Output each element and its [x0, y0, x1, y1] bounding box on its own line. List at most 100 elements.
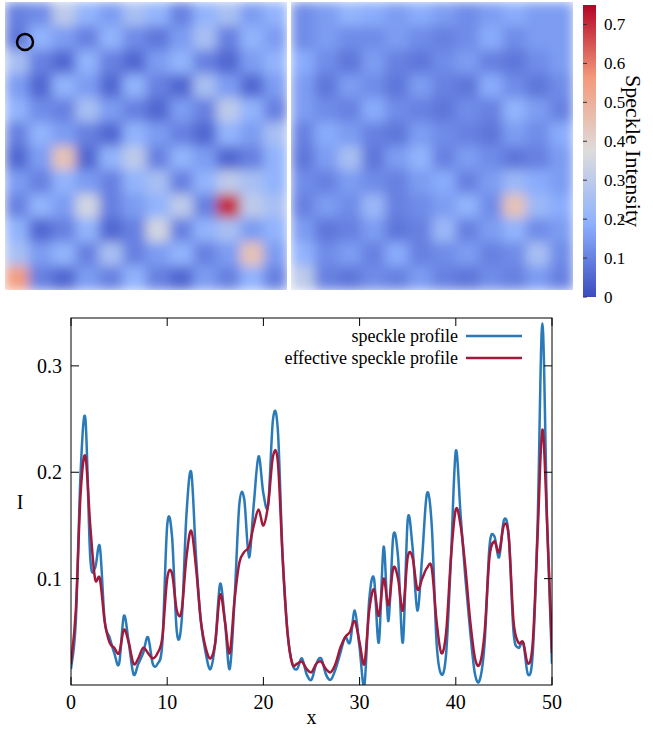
x-tick-label: 50 [542, 691, 562, 713]
colorbar-tick [583, 141, 587, 142]
heat-cell [170, 266, 194, 290]
heat-cell [456, 26, 480, 51]
heat-cell [456, 170, 480, 195]
heat-cell [362, 50, 386, 75]
heat-cell [315, 170, 339, 195]
heat-cell [409, 122, 433, 147]
heat-cell [409, 146, 433, 171]
heat-cell [240, 26, 264, 51]
heat-cell [76, 50, 100, 75]
heat-cell [52, 50, 76, 75]
heat-cell [432, 74, 456, 99]
heat-cell [291, 194, 315, 219]
heat-cell [479, 122, 503, 147]
heat-cell [526, 146, 550, 171]
heat-cell [217, 218, 241, 243]
plot-frame [71, 318, 552, 685]
heat-cell [338, 194, 362, 219]
heat-cell [385, 146, 409, 171]
colorbar-tick-label: 0 [604, 288, 613, 307]
colorbar-tick [583, 219, 587, 220]
heat-cell [550, 266, 574, 290]
y-tick-right [544, 578, 552, 579]
heat-cell [240, 2, 264, 27]
heat-cell [264, 242, 288, 267]
heat-cell [193, 122, 217, 147]
heat-cell [503, 170, 527, 195]
heat-cell [550, 122, 574, 147]
heat-cell [170, 98, 194, 123]
series-line [71, 323, 552, 685]
heat-cell [409, 266, 433, 290]
x-tick-label: 0 [66, 691, 76, 713]
heat-cell [99, 74, 123, 99]
legend: speckle profileeffective speckle profile [284, 326, 522, 368]
heat-cell [479, 26, 503, 51]
heat-cell [315, 74, 339, 99]
heat-cell [315, 2, 339, 27]
heat-cell [76, 26, 100, 51]
heat-cell [217, 50, 241, 75]
heat-cell [362, 122, 386, 147]
x-tick-top [167, 318, 168, 326]
x-tick [71, 677, 72, 685]
heat-cell [409, 194, 433, 219]
x-tick-top [552, 318, 553, 326]
heat-cell [76, 194, 100, 219]
heat-cell [315, 266, 339, 290]
heat-cell [362, 98, 386, 123]
heat-cell [526, 242, 550, 267]
heat-cell [315, 50, 339, 75]
heat-cell [526, 122, 550, 147]
heat-cell [338, 218, 362, 243]
heat-cell [409, 74, 433, 99]
heat-cell [385, 170, 409, 195]
heat-cell [5, 242, 29, 267]
heat-cell [338, 170, 362, 195]
heat-cell [409, 98, 433, 123]
heat-cell [123, 50, 147, 75]
heat-cell [240, 122, 264, 147]
heat-cell [526, 170, 550, 195]
heat-cell [503, 26, 527, 51]
x-axis-label: x [307, 706, 317, 728]
heat-cell [503, 266, 527, 290]
heat-cell [291, 146, 315, 171]
heat-cell [456, 2, 480, 27]
heat-cell [385, 2, 409, 27]
x-tick-label: 20 [253, 691, 273, 713]
heat-cell [76, 98, 100, 123]
heat-cell [385, 26, 409, 51]
heat-cell [123, 26, 147, 51]
heat-cell [409, 2, 433, 27]
heat-cell [240, 242, 264, 267]
heat-cell [432, 146, 456, 171]
heat-cell [315, 26, 339, 51]
heat-cell [264, 146, 288, 171]
heat-cell [264, 194, 288, 219]
heat-cell [76, 74, 100, 99]
heat-cell [338, 266, 362, 290]
legend-label: effective speckle profile [284, 348, 458, 368]
heat-cell [432, 122, 456, 147]
heat-cell [526, 194, 550, 219]
x-tick-label: 10 [157, 691, 177, 713]
heat-cell [456, 122, 480, 147]
heat-cell [193, 146, 217, 171]
heat-cell [315, 146, 339, 171]
x-tick-label: 40 [446, 691, 466, 713]
heat-cell [29, 74, 53, 99]
heat-cell [432, 26, 456, 51]
colorbar-tick [583, 258, 587, 259]
heat-cell [315, 218, 339, 243]
heat-cell [479, 146, 503, 171]
heat-cell [123, 74, 147, 99]
heat-cell [5, 50, 29, 75]
heat-cell [432, 98, 456, 123]
x-tick [359, 677, 360, 685]
heat-cell [479, 2, 503, 27]
heat-cell [99, 2, 123, 27]
heat-cell [170, 2, 194, 27]
heat-cell [456, 266, 480, 290]
x-tick-label: 30 [350, 691, 370, 713]
